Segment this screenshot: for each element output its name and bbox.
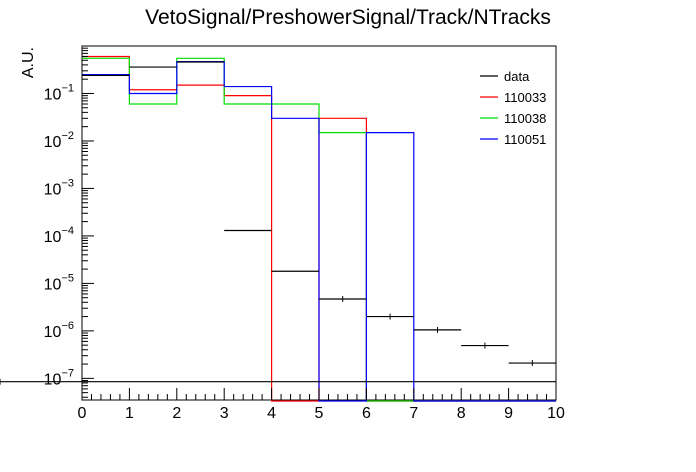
series-group [0, 55, 556, 402]
x-tick-label: 10 [547, 405, 565, 422]
x-tick-label: 7 [409, 405, 418, 422]
y-tick-label: 10−6 [44, 320, 74, 341]
x-tick-label: 3 [220, 405, 229, 422]
x-tick-label: 5 [315, 405, 324, 422]
axes: 0 1 2 3 4 5 6 7 8 9 10 10−7 10−6 10−5 10−4 10−3 10−2 10−1 [44, 45, 565, 422]
x-tick-label: 9 [504, 405, 513, 422]
y-tick-label: 10−3 [44, 177, 74, 198]
series-110051-histogram [82, 60, 556, 402]
y-tick-label: 10−2 [44, 130, 74, 151]
x-tick-label: 1 [125, 405, 134, 422]
x-tick-label: 6 [362, 405, 371, 422]
y-tick-label: 10−4 [44, 225, 74, 246]
legend-label-110051: 110051 [504, 132, 546, 147]
legend-label-data: data [504, 69, 530, 84]
x-tick-label: 0 [78, 405, 87, 422]
chart-title: VetoSignal/PreshowerSignal/Track/NTracks [145, 6, 551, 29]
x-tick-label: 8 [457, 405, 466, 422]
y-tick-label: 10−5 [44, 272, 74, 293]
legend-label-110038: 110038 [504, 111, 546, 126]
y-axis-label: A.U. [20, 47, 37, 78]
x-tick-label: 4 [267, 405, 276, 422]
legend: data 110033 110038 110051 [480, 69, 546, 147]
x-tick-label: 2 [172, 405, 181, 422]
legend-label-110033: 110033 [504, 90, 546, 105]
y-tick-label: 10−1 [44, 82, 74, 103]
y-tick-label: 10−7 [44, 367, 74, 388]
